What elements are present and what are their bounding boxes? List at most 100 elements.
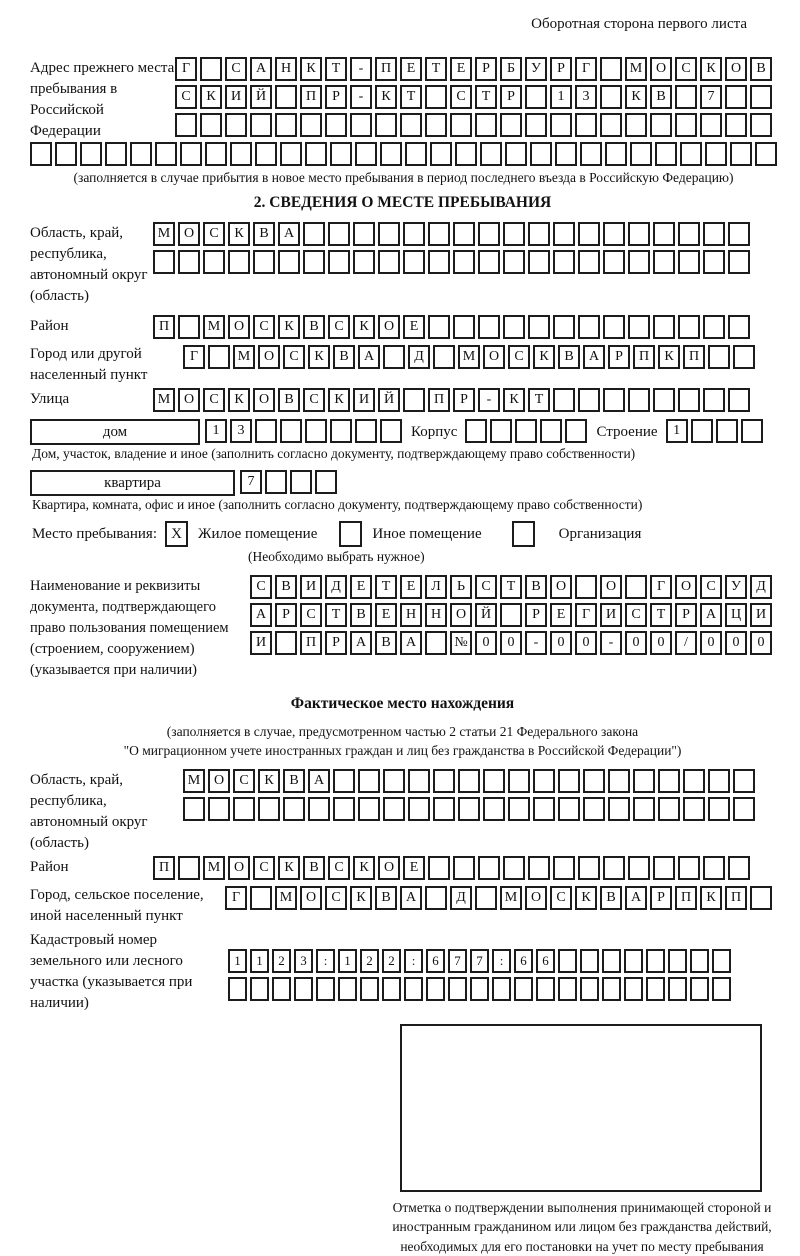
char-cell[interactable]: К — [533, 345, 555, 369]
char-cell[interactable]: - — [525, 631, 547, 655]
char-cell[interactable]: С — [450, 85, 472, 109]
char-cell[interactable] — [360, 976, 379, 1001]
char-cell[interactable]: Й — [378, 388, 400, 412]
char-cell[interactable] — [428, 250, 450, 274]
char-cell[interactable] — [378, 222, 400, 246]
char-cell[interactable]: 0 — [625, 631, 647, 655]
char-cell[interactable]: И — [250, 631, 272, 655]
char-cell[interactable]: К — [625, 85, 647, 109]
char-cell[interactable] — [703, 315, 725, 339]
char-cell[interactable]: В — [333, 345, 355, 369]
char-cell[interactable]: Р — [650, 885, 672, 910]
char-cell[interactable] — [683, 768, 705, 793]
char-cell[interactable] — [250, 976, 269, 1001]
house-box[interactable]: дом — [30, 419, 200, 445]
char-cell[interactable]: 1 — [338, 948, 357, 973]
char-cell[interactable] — [600, 57, 622, 81]
char-cell[interactable]: Т — [325, 57, 347, 81]
char-cell[interactable]: С — [328, 315, 350, 339]
char-cell[interactable]: Т — [325, 603, 347, 627]
char-cell[interactable] — [408, 796, 430, 821]
char-cell[interactable]: О — [378, 315, 400, 339]
char-cell[interactable] — [553, 315, 575, 339]
char-cell[interactable] — [578, 855, 600, 880]
char-cell[interactable]: Р — [500, 85, 522, 109]
char-cell[interactable] — [303, 250, 325, 274]
char-cell[interactable] — [400, 113, 422, 137]
char-cell[interactable]: А — [308, 768, 330, 793]
char-cell[interactable] — [355, 142, 377, 166]
char-cell[interactable]: Т — [500, 575, 522, 599]
char-cell[interactable]: 3 — [294, 948, 313, 973]
char-cell[interactable] — [653, 250, 675, 274]
char-cell[interactable] — [325, 113, 347, 137]
char-cell[interactable]: М — [625, 57, 647, 81]
char-cell[interactable]: В — [750, 57, 772, 81]
char-cell[interactable] — [690, 948, 709, 973]
char-cell[interactable]: И — [353, 388, 375, 412]
char-cell[interactable] — [500, 603, 522, 627]
char-cell[interactable] — [333, 768, 355, 793]
char-cell[interactable] — [603, 315, 625, 339]
char-cell[interactable] — [280, 142, 302, 166]
char-cell[interactable] — [712, 976, 731, 1001]
char-cell[interactable] — [628, 315, 650, 339]
char-cell[interactable] — [690, 976, 709, 1001]
char-cell[interactable]: Е — [403, 855, 425, 880]
char-cell[interactable] — [428, 222, 450, 246]
char-cell[interactable] — [650, 113, 672, 137]
char-cell[interactable] — [725, 85, 747, 109]
char-cell[interactable] — [578, 250, 600, 274]
char-cell[interactable]: : — [316, 948, 335, 973]
char-cell[interactable] — [653, 315, 675, 339]
char-cell[interactable] — [646, 976, 665, 1001]
char-cell[interactable]: М — [233, 345, 255, 369]
char-cell[interactable]: О — [178, 388, 200, 412]
char-cell[interactable] — [675, 85, 697, 109]
char-cell[interactable] — [583, 768, 605, 793]
char-cell[interactable]: К — [503, 388, 525, 412]
char-cell[interactable] — [633, 768, 655, 793]
char-cell[interactable] — [603, 388, 625, 412]
char-cell[interactable] — [508, 768, 530, 793]
char-cell[interactable] — [453, 315, 475, 339]
char-cell[interactable]: К — [353, 315, 375, 339]
char-cell[interactable] — [678, 222, 700, 246]
char-cell[interactable] — [578, 388, 600, 412]
char-cell[interactable] — [628, 855, 650, 880]
char-cell[interactable]: П — [428, 388, 450, 412]
char-cell[interactable]: Н — [275, 57, 297, 81]
char-cell[interactable]: С — [303, 388, 325, 412]
char-cell[interactable] — [453, 855, 475, 880]
char-cell[interactable]: Ц — [725, 603, 747, 627]
char-cell[interactable] — [153, 250, 175, 274]
char-cell[interactable] — [503, 222, 525, 246]
char-cell[interactable] — [514, 976, 533, 1001]
char-cell[interactable]: 1 — [205, 419, 227, 443]
char-cell[interactable] — [250, 885, 272, 910]
char-cell[interactable] — [733, 345, 755, 369]
char-cell[interactable]: Е — [375, 603, 397, 627]
char-cell[interactable]: 0 — [700, 631, 722, 655]
char-cell[interactable]: М — [153, 222, 175, 246]
char-cell[interactable]: А — [400, 631, 422, 655]
char-cell[interactable]: С — [233, 768, 255, 793]
char-cell[interactable] — [478, 855, 500, 880]
char-cell[interactable] — [425, 85, 447, 109]
char-cell[interactable]: В — [303, 855, 325, 880]
char-cell[interactable] — [605, 142, 627, 166]
char-cell[interactable]: - — [600, 631, 622, 655]
char-cell[interactable] — [624, 976, 643, 1001]
char-cell[interactable] — [450, 113, 472, 137]
char-cell[interactable]: В — [375, 631, 397, 655]
char-cell[interactable]: О — [600, 575, 622, 599]
char-cell[interactable]: Г — [225, 885, 247, 910]
char-cell[interactable] — [478, 250, 500, 274]
char-cell[interactable] — [178, 315, 200, 339]
char-cell[interactable] — [728, 222, 750, 246]
char-cell[interactable]: О — [178, 222, 200, 246]
char-cell[interactable] — [703, 222, 725, 246]
char-cell[interactable] — [580, 948, 599, 973]
char-cell[interactable] — [272, 976, 291, 1001]
char-cell[interactable] — [558, 796, 580, 821]
